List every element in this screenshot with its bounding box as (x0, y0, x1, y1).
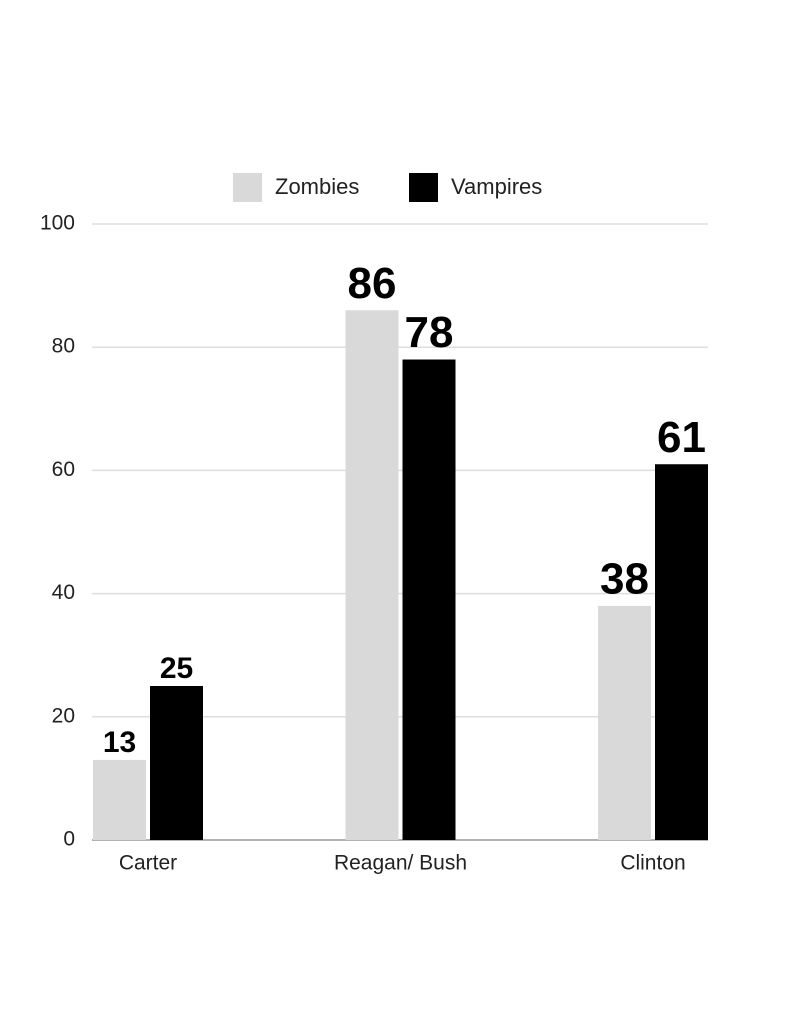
bar (402, 359, 456, 840)
y-tick-label: 60 (52, 458, 75, 481)
value-label: 38 (600, 555, 649, 604)
value-label: 78 (405, 308, 454, 357)
value-label: 61 (657, 413, 706, 462)
y-tick-label: 80 (52, 335, 75, 358)
bar (655, 464, 708, 840)
x-tick-label: Reagan/ Bush (334, 852, 467, 875)
legend-swatch (233, 173, 262, 202)
y-tick-label: 0 (63, 828, 75, 851)
bar (345, 310, 399, 840)
bar (150, 686, 203, 840)
value-label: 13 (103, 726, 136, 759)
value-label: 86 (348, 259, 397, 308)
legend-label: Zombies (275, 174, 359, 199)
y-tick-label: 40 (52, 581, 75, 604)
legend-swatch (409, 173, 438, 202)
x-tick-label: Clinton (620, 852, 685, 875)
value-label: 25 (160, 652, 193, 685)
y-tick-label: 100 (40, 212, 75, 235)
y-tick-label: 20 (52, 704, 75, 727)
bar (598, 605, 651, 840)
x-tick-label: Carter (119, 852, 177, 875)
legend-label: Vampires (451, 174, 542, 199)
bar (93, 759, 146, 840)
